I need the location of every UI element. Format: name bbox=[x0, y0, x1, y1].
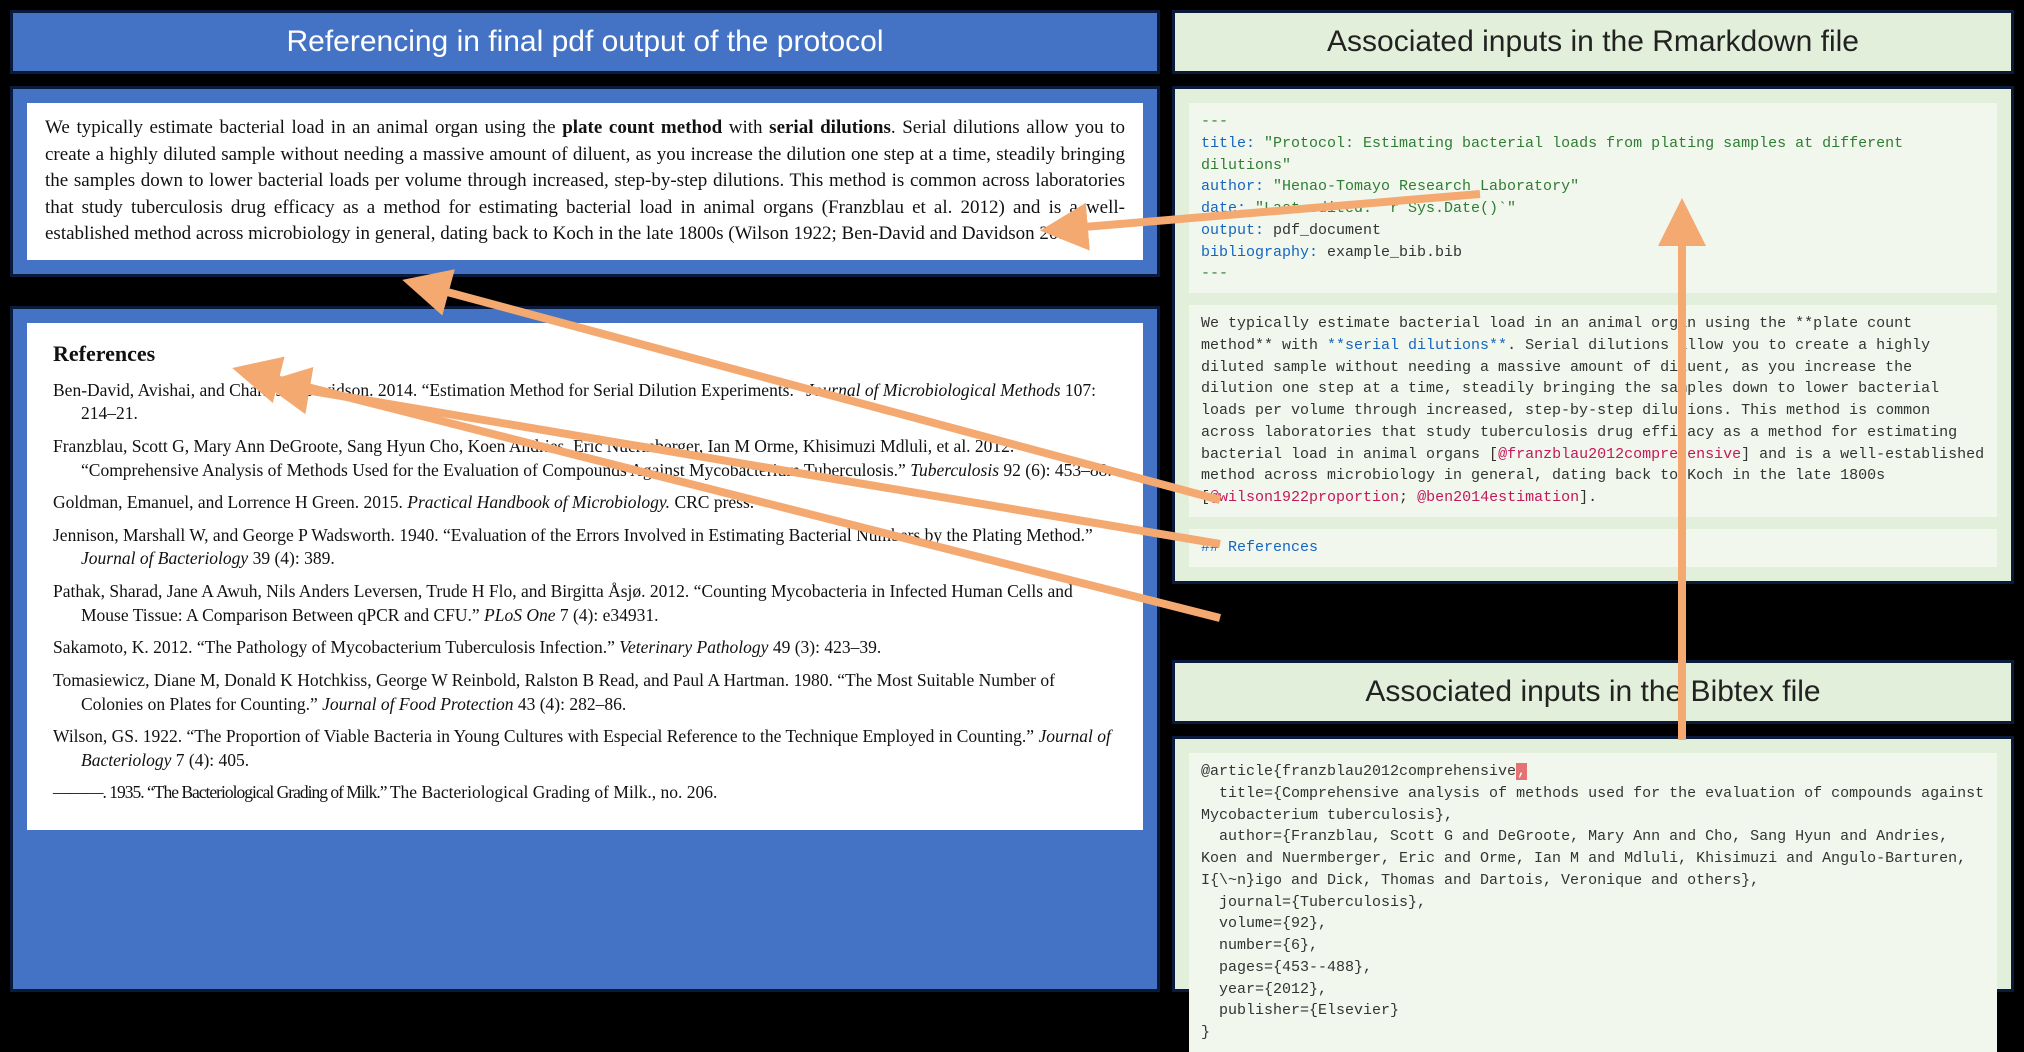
rmarkdown-body-panel: --- title: "Protocol: Estimating bacteri… bbox=[1172, 86, 2014, 584]
pdf-references-panel: References Ben-David, Avishai, and Charl… bbox=[10, 306, 1160, 992]
yaml-output-key: output: bbox=[1201, 222, 1264, 239]
rmd-cite3: @ben2014estimation bbox=[1417, 489, 1579, 506]
bib-l1b: , bbox=[1516, 763, 1527, 780]
references-title: References bbox=[53, 339, 1117, 369]
bibtex-header: Associated inputs in the Bibtex file bbox=[1172, 660, 2014, 724]
bib-l6: number={6}, bbox=[1201, 937, 1318, 954]
rmd-refs-heading-block: ## References bbox=[1189, 529, 1997, 567]
rmd-yaml-block: --- title: "Protocol: Estimating bacteri… bbox=[1189, 103, 1997, 293]
yaml-date-val: "Last edited: `r Sys.Date()`" bbox=[1246, 200, 1516, 217]
pdf-references-box: References Ben-David, Avishai, and Charl… bbox=[27, 323, 1143, 830]
yaml-title-key: title: bbox=[1201, 135, 1255, 152]
bib-l3: author={Franzblau, Scott G and DeGroote,… bbox=[1201, 828, 1975, 889]
yaml-bib-key: bibliography: bbox=[1201, 244, 1318, 261]
para-bold2: serial dilutions bbox=[769, 117, 891, 138]
rmd-refs-heading: ## References bbox=[1201, 539, 1318, 556]
reference-entry: Sakamoto, K. 2012. “The Pathology of Myc… bbox=[53, 636, 1117, 660]
references-list: Ben-David, Avishai, and Charles E Davids… bbox=[53, 379, 1117, 773]
pdf-output-header: Referencing in final pdf output of the p… bbox=[10, 10, 1160, 74]
yaml-author-val: "Henao-Tomayo Research Laboratory" bbox=[1264, 178, 1579, 195]
rmd-body-block: We typically estimate bacterial load in … bbox=[1189, 305, 1997, 517]
bib-l5: volume={92}, bbox=[1201, 915, 1327, 932]
yaml-dash1: --- bbox=[1201, 113, 1228, 130]
reference-entry: Pathak, Sharad, Jane A Awuh, Nils Anders… bbox=[53, 580, 1117, 627]
reference-entry: Jennison, Marshall W, and George P Wadsw… bbox=[53, 524, 1117, 571]
yaml-title-val: "Protocol: Estimating bacterial loads fr… bbox=[1201, 135, 1912, 174]
reference-entry: Goldman, Emanuel, and Lorrence H Green. … bbox=[53, 491, 1117, 515]
reference-entry: Wilson, GS. 1922. “The Proportion of Via… bbox=[53, 725, 1117, 772]
para-mid1: with bbox=[722, 117, 769, 138]
bib-l2: title={Comprehensive analysis of methods… bbox=[1201, 785, 1993, 824]
para-pre: We typically estimate bacterial load in … bbox=[45, 117, 562, 138]
yaml-bib-val: example_bib.bib bbox=[1318, 244, 1462, 261]
bib-l1a: @article{franzblau2012comprehensive bbox=[1201, 763, 1516, 780]
reference-entry-dash: ———. 1935. “The Bacteriological Grading … bbox=[53, 781, 1117, 805]
yaml-date-key: date: bbox=[1201, 200, 1246, 217]
bibtex-code-block: @article{franzblau2012comprehensive, tit… bbox=[1189, 753, 1997, 1052]
yaml-author-key: author: bbox=[1201, 178, 1264, 195]
rmarkdown-header: Associated inputs in the Rmarkdown file bbox=[1172, 10, 2014, 74]
bib-l7: pages={453--488}, bbox=[1201, 959, 1372, 976]
ref-dash-tail: , no. 206. bbox=[652, 782, 718, 802]
para-bold1: plate count method bbox=[562, 117, 722, 138]
bib-l4: journal={Tuberculosis}, bbox=[1201, 894, 1426, 911]
rmd-cite2: @wilson1922proportion bbox=[1210, 489, 1399, 506]
ref-dash-lead: ———. 1935. “The Bacteriological Grading … bbox=[53, 782, 390, 802]
yaml-dash2: --- bbox=[1201, 265, 1228, 282]
pdf-header-text: Referencing in final pdf output of the p… bbox=[286, 25, 883, 58]
rmd-cite1: @franzblau2012comprehensive bbox=[1498, 446, 1741, 463]
bib-l8: year={2012}, bbox=[1201, 981, 1327, 998]
pdf-paragraph-box: We typically estimate bacterial load in … bbox=[27, 103, 1143, 260]
reference-entry: Franzblau, Scott G, Mary Ann DeGroote, S… bbox=[53, 435, 1117, 482]
bib-l10: } bbox=[1201, 1024, 1210, 1041]
bibtex-body-panel: @article{franzblau2012comprehensive, tit… bbox=[1172, 736, 2014, 992]
yaml-output-val: pdf_document bbox=[1264, 222, 1381, 239]
rmd-header-text: Associated inputs in the Rmarkdown file bbox=[1327, 25, 1859, 58]
reference-entry: Ben-David, Avishai, and Charles E Davids… bbox=[53, 379, 1117, 426]
pdf-paragraph-panel: We typically estimate bacterial load in … bbox=[10, 86, 1160, 277]
rmd-sep: ; bbox=[1399, 489, 1417, 506]
bib-l9: publisher={Elsevier} bbox=[1201, 1002, 1399, 1019]
ref-dash-ital: The Bacteriological Grading of Milk. bbox=[390, 782, 652, 802]
bib-header-text: Associated inputs in the Bibtex file bbox=[1365, 675, 1820, 708]
rmd-p1e: ]. bbox=[1579, 489, 1597, 506]
rmd-p1c: . Serial dilutions allow you to create a… bbox=[1201, 337, 1966, 463]
rmd-p1b: **serial dilutions** bbox=[1327, 337, 1507, 354]
reference-entry: Tomasiewicz, Diane M, Donald K Hotchkiss… bbox=[53, 669, 1117, 716]
